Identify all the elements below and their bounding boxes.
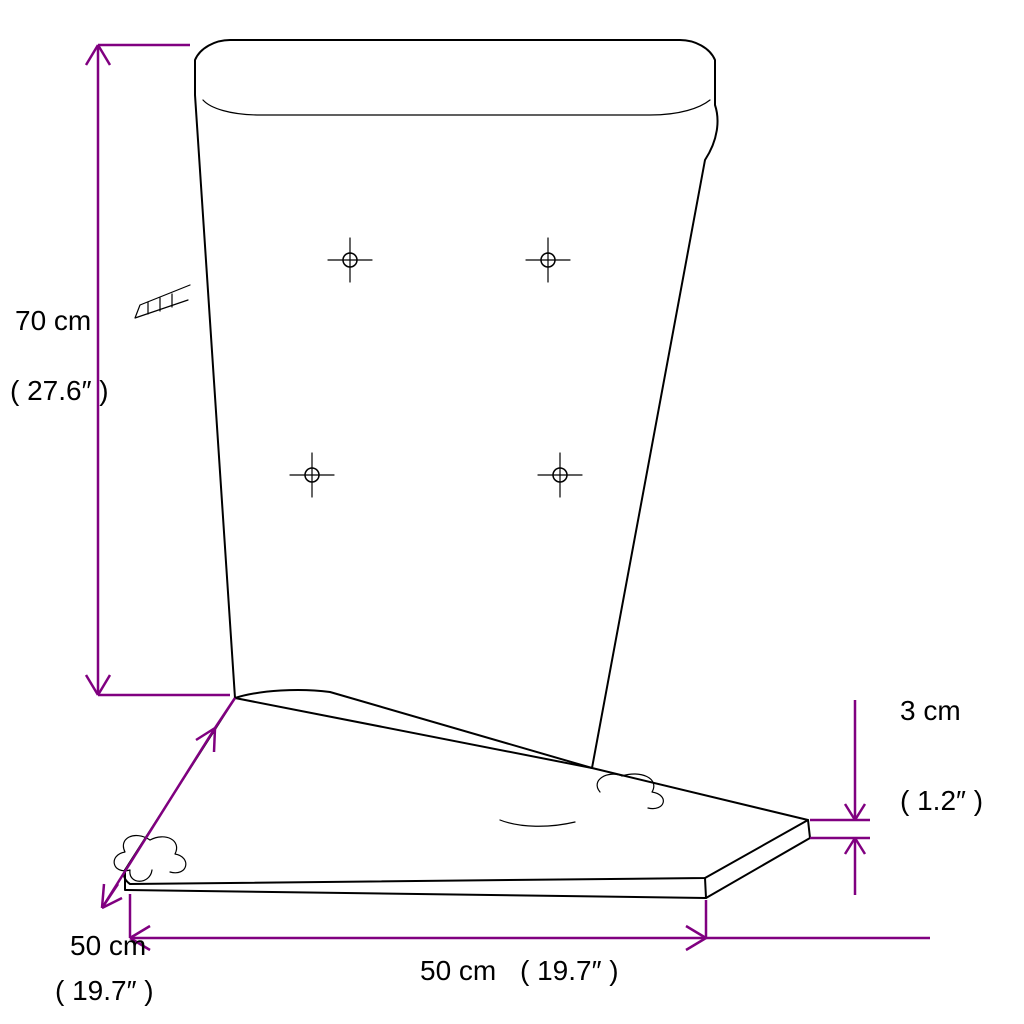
label-seat-width-in: ( 19.7″ ) xyxy=(520,955,619,986)
label-back-height-in: ( 27.6″ ) xyxy=(10,375,109,406)
dimension-thickness xyxy=(810,700,870,895)
label-thickness-in: ( 1.2″ ) xyxy=(900,785,983,816)
label-back-height-cm: 70 cm xyxy=(15,305,91,336)
label-seat-depth-in: ( 19.7″ ) xyxy=(55,975,154,1006)
dimension-seat-depth xyxy=(102,698,235,908)
label-seat-depth-cm: 50 cm xyxy=(70,930,146,961)
dimension-seat-width xyxy=(130,894,930,950)
label-thickness-cm: 3 cm xyxy=(900,695,961,726)
label-seat-width-cm: 50 cm xyxy=(420,955,496,986)
dimension-back-height xyxy=(86,45,230,695)
